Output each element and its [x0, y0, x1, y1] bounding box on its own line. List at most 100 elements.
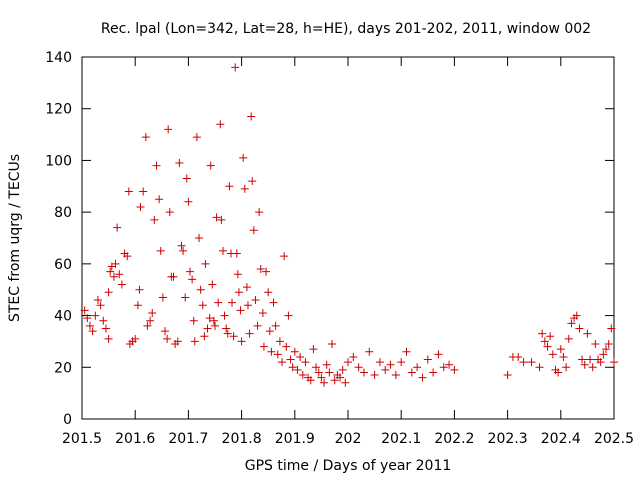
data-point — [559, 352, 568, 361]
data-point — [160, 327, 169, 336]
data-point — [223, 329, 232, 338]
data-point — [139, 187, 148, 196]
data-point — [288, 363, 297, 372]
data-point — [234, 288, 243, 297]
data-point — [354, 363, 363, 372]
data-point — [309, 345, 318, 354]
data-point — [290, 347, 299, 356]
data-point — [397, 358, 406, 367]
data-point — [184, 197, 193, 206]
data-point — [301, 358, 310, 367]
data-point — [192, 133, 201, 142]
data-point — [209, 316, 218, 325]
data-point — [325, 368, 334, 377]
data-point — [243, 301, 252, 310]
data-point — [386, 360, 395, 369]
data-point — [359, 368, 368, 377]
data-point — [200, 332, 209, 341]
data-point — [296, 352, 305, 361]
data-point — [245, 329, 254, 338]
data-point — [247, 112, 256, 121]
data-point — [182, 174, 191, 183]
data-point — [271, 321, 280, 330]
x-tick-label: 202 — [335, 431, 362, 447]
data-point — [258, 308, 267, 317]
data-point — [158, 293, 167, 302]
data-point — [267, 347, 276, 356]
data-point — [177, 241, 186, 250]
data-point — [206, 161, 215, 170]
x-axis-label: GPS time / Days of year 2011 — [245, 458, 452, 474]
data-point — [280, 252, 289, 261]
data-point — [249, 226, 258, 235]
data-point — [152, 161, 161, 170]
data-point — [190, 337, 199, 346]
data-point — [328, 340, 337, 349]
data-point — [181, 293, 190, 302]
data-point — [99, 316, 108, 325]
data-point — [173, 337, 182, 346]
data-point — [322, 360, 331, 369]
data-point — [208, 280, 217, 289]
data-point — [216, 120, 225, 129]
data-point — [218, 246, 227, 255]
data-point — [275, 337, 284, 346]
data-point — [338, 365, 347, 374]
data-point — [527, 358, 536, 367]
data-point — [610, 358, 618, 367]
data-point — [546, 332, 555, 341]
data-point — [141, 133, 150, 142]
data-point — [317, 373, 326, 382]
data-point — [583, 329, 592, 338]
data-point — [104, 334, 113, 343]
y-tick-label: 140 — [45, 50, 72, 66]
data-point — [564, 334, 573, 343]
data-point — [106, 267, 115, 276]
data-point — [148, 308, 157, 317]
data-point — [232, 249, 241, 258]
data-point — [596, 358, 605, 367]
data-point — [80, 306, 89, 315]
x-tick-label: 202.1 — [381, 431, 421, 447]
data-point — [217, 215, 226, 224]
data-point — [164, 125, 173, 134]
data-point — [543, 342, 552, 351]
data-point — [196, 285, 205, 294]
data-point — [205, 314, 214, 323]
data-point — [418, 373, 427, 382]
x-tick-label: 201.6 — [115, 431, 155, 447]
x-tick-label: 202.2 — [434, 431, 474, 447]
x-tick-label: 201.8 — [222, 431, 262, 447]
data-point — [146, 316, 155, 325]
data-point — [336, 373, 345, 382]
data-point — [423, 355, 432, 364]
data-point — [111, 259, 120, 268]
data-point — [85, 321, 94, 330]
data-point — [375, 358, 384, 367]
data-point — [228, 298, 237, 307]
data-point — [222, 324, 231, 333]
data-point — [248, 177, 257, 186]
data-point — [175, 159, 184, 168]
data-point — [269, 298, 278, 307]
data-point — [169, 272, 178, 281]
data-point — [391, 371, 400, 380]
data-point — [237, 337, 246, 346]
data-series-stec — [80, 63, 618, 387]
data-point — [578, 355, 587, 364]
data-point — [567, 319, 576, 328]
data-point — [365, 347, 374, 356]
data-point — [203, 324, 212, 333]
y-tick-label: 60 — [54, 257, 72, 273]
data-point — [109, 272, 118, 281]
data-point — [179, 246, 188, 255]
data-point — [588, 363, 597, 372]
data-point — [445, 360, 454, 369]
data-point — [155, 195, 164, 204]
data-point — [91, 311, 100, 320]
data-point — [575, 324, 584, 333]
data-point — [165, 208, 174, 217]
data-point — [225, 182, 234, 191]
